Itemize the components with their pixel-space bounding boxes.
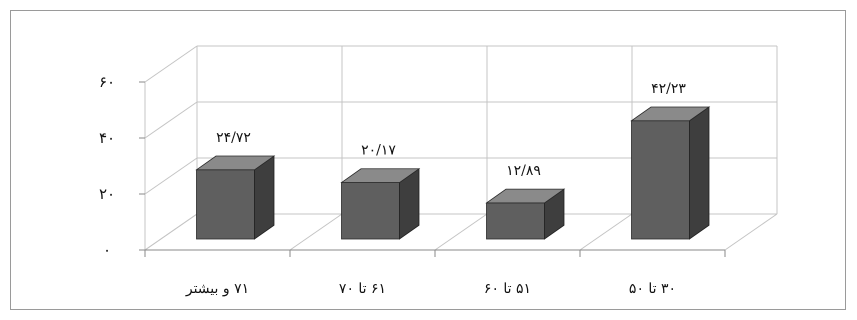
bar-front-2 xyxy=(486,202,545,240)
bar-0 xyxy=(195,155,276,240)
y-axis-ticks: ۰ ۲۰ ۴۰ ۶۰ xyxy=(99,73,115,259)
gridline-side-1 xyxy=(144,157,198,195)
gridline-side-3 xyxy=(144,45,198,83)
floor-slant-3 xyxy=(579,213,633,251)
data-label-2: ۱۲/۸۹ xyxy=(506,163,541,179)
bar-top-3 xyxy=(630,106,711,122)
bar-front-0 xyxy=(196,169,255,240)
y-tick-label-0: ۰ xyxy=(103,241,111,259)
y-tick-label-3: ۶۰ xyxy=(99,73,115,91)
bar-1 xyxy=(340,168,421,240)
floor-slant-4 xyxy=(724,213,778,251)
data-label-3: ۴۲/۲۳ xyxy=(651,81,686,97)
floor-slant-2 xyxy=(434,213,488,251)
bar-3 xyxy=(630,106,711,240)
bar-2 xyxy=(485,188,566,240)
x-category-label-0: ۷۱ و بیشتر xyxy=(185,281,249,297)
floor-slant-1 xyxy=(289,213,343,251)
floor-slant-0 xyxy=(144,213,198,251)
data-label-0: ۲۴/۷۲ xyxy=(216,130,251,146)
bar-top-2 xyxy=(485,188,566,204)
x-axis-categories: ۷۱ و بیشتر ۶۱ تا ۷۰ ۵۱ تا ۶۰ ۳۰ تا ۵۰ xyxy=(185,281,676,297)
bar-side-0 xyxy=(254,155,275,240)
x-category-label-1: ۶۱ تا ۷۰ xyxy=(339,281,386,297)
x-category-label-3: ۳۰ تا ۵۰ xyxy=(629,281,676,297)
gridline-side-2 xyxy=(144,101,198,139)
bar-top-1 xyxy=(340,168,421,183)
bar-top-0 xyxy=(195,155,276,171)
y-tick-label-1: ۲۰ xyxy=(99,185,115,203)
y-tick-label-2: ۴۰ xyxy=(99,129,115,147)
bar-side-3 xyxy=(689,106,710,240)
x-category-label-2: ۵۱ تا ۶۰ xyxy=(484,281,531,297)
data-labels: ۲۴/۷۲ ۲۰/۱۷ ۱۲/۸۹ ۴۲/۲۳ xyxy=(216,81,686,179)
bar-front-3 xyxy=(631,120,690,240)
data-label-1: ۲۰/۱۷ xyxy=(361,143,396,159)
chart-bars xyxy=(195,106,711,240)
bar-front-1 xyxy=(341,182,400,240)
